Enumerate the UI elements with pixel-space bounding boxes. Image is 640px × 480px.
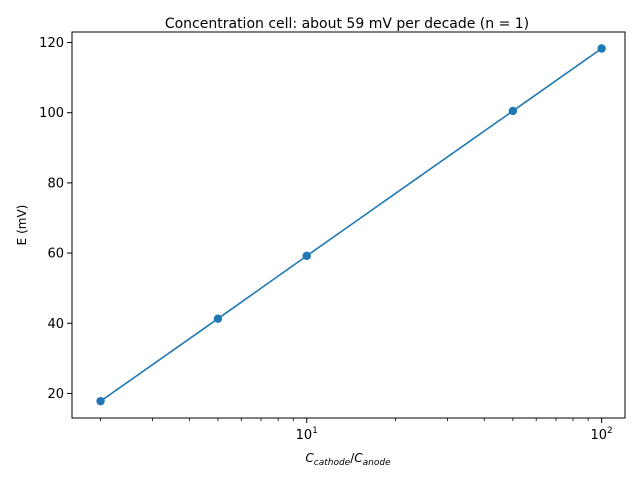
y-tick-label: 60 [47, 247, 64, 262]
chart-title: Concentration cell: about 59 mV per deca… [165, 16, 529, 32]
data-point [302, 251, 311, 261]
data-point [597, 44, 606, 53]
x-axis-label-den-sub: anode [363, 458, 391, 468]
y-tick-label: 20 [47, 387, 64, 402]
x-axis-label-num-sub: cathode [314, 458, 351, 468]
series-layer [96, 44, 606, 406]
y-tick-label: 120 [39, 36, 64, 51]
x-axis-label-sep: / [350, 451, 355, 465]
x-tick-label: 101 [296, 426, 318, 443]
x-axis: 101 102 [100, 418, 613, 443]
y-tick-label: 40 [47, 317, 64, 332]
data-point [96, 396, 105, 406]
x-tick-base: 10 [296, 428, 313, 443]
x-tick-exponent: 2 [607, 426, 613, 436]
x-axis-label-base: C [305, 451, 314, 465]
x-tick-label: 102 [591, 426, 613, 443]
plot-frame [71, 31, 626, 419]
x-axis-label: Ccathode/Canode [305, 451, 391, 468]
series-line [100, 47, 603, 402]
data-point [508, 106, 518, 116]
x-axis-label-base2: C [354, 451, 363, 465]
y-tick-label: 80 [47, 176, 64, 191]
x-tick-base: 10 [591, 428, 608, 443]
y-axis-label: E (mV) [15, 205, 29, 246]
y-axis: 20 40 60 80 100 120 [39, 36, 72, 402]
x-tick-exponent: 1 [312, 426, 318, 436]
y-tick-label: 100 [39, 106, 64, 121]
data-point [213, 314, 223, 323]
